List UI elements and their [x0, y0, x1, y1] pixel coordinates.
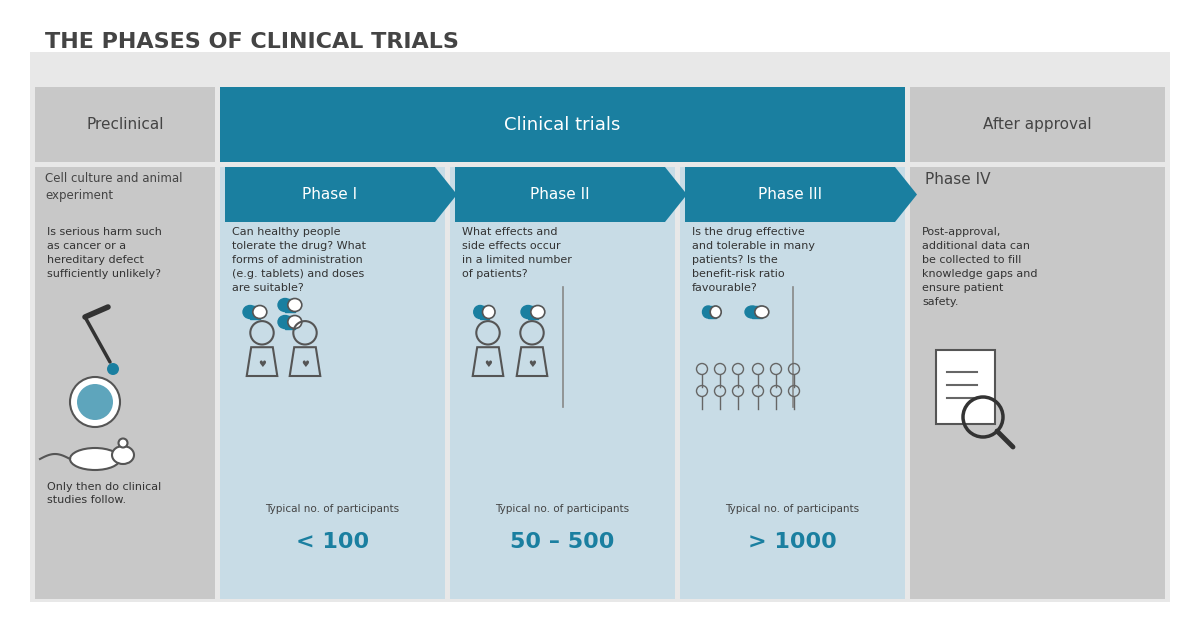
- Text: ♥: ♥: [301, 360, 308, 369]
- FancyBboxPatch shape: [910, 167, 1165, 599]
- Ellipse shape: [521, 306, 535, 318]
- Ellipse shape: [702, 306, 714, 318]
- FancyBboxPatch shape: [35, 167, 215, 599]
- Ellipse shape: [253, 306, 266, 318]
- Bar: [286, 315, 295, 329]
- Ellipse shape: [242, 306, 257, 318]
- Text: 50 – 500: 50 – 500: [510, 532, 614, 552]
- Text: Typical no. of participants: Typical no. of participants: [496, 504, 630, 514]
- FancyBboxPatch shape: [220, 167, 445, 599]
- Text: Typical no. of participants: Typical no. of participants: [726, 504, 859, 514]
- Polygon shape: [685, 167, 917, 222]
- Text: What effects and
side effects occur
in a limited number
of patients?: What effects and side effects occur in a…: [462, 227, 572, 279]
- Text: ♥: ♥: [258, 360, 266, 369]
- FancyBboxPatch shape: [936, 350, 995, 424]
- Text: Can healthy people
tolerate the drug? What
forms of administration
(e.g. tablets: Can healthy people tolerate the drug? Wh…: [232, 227, 366, 293]
- Ellipse shape: [278, 299, 292, 311]
- Text: Phase II: Phase II: [530, 187, 590, 202]
- Text: Phase IV: Phase IV: [925, 172, 990, 187]
- Text: ♥: ♥: [528, 360, 536, 369]
- Bar: [752, 306, 762, 318]
- Ellipse shape: [710, 306, 721, 318]
- Bar: [708, 306, 715, 318]
- Ellipse shape: [530, 306, 545, 318]
- Text: > 1000: > 1000: [748, 532, 836, 552]
- Text: ♥: ♥: [484, 360, 492, 369]
- Bar: [480, 306, 488, 318]
- Polygon shape: [455, 167, 686, 222]
- FancyBboxPatch shape: [910, 87, 1165, 162]
- Text: Post-approval,
additional data can
be collected to fill
knowledge gaps and
ensur: Post-approval, additional data can be co…: [922, 227, 1038, 307]
- Text: < 100: < 100: [296, 532, 370, 552]
- Polygon shape: [226, 167, 457, 222]
- FancyBboxPatch shape: [450, 167, 674, 599]
- Text: Preclinical: Preclinical: [86, 117, 163, 132]
- Text: Clinical trials: Clinical trials: [504, 115, 620, 134]
- Circle shape: [70, 377, 120, 427]
- Circle shape: [77, 384, 113, 420]
- Ellipse shape: [474, 306, 486, 318]
- Text: Phase III: Phase III: [758, 187, 822, 202]
- Ellipse shape: [70, 448, 120, 470]
- Text: THE PHASES OF CLINICAL TRIALS: THE PHASES OF CLINICAL TRIALS: [46, 32, 458, 52]
- Text: Cell culture and animal
experiment: Cell culture and animal experiment: [46, 172, 182, 202]
- Text: Phase I: Phase I: [302, 187, 358, 202]
- FancyBboxPatch shape: [680, 167, 905, 599]
- FancyBboxPatch shape: [30, 52, 1170, 602]
- Text: After approval: After approval: [983, 117, 1092, 132]
- Ellipse shape: [745, 306, 760, 318]
- Text: Only then do clinical
studies follow.: Only then do clinical studies follow.: [47, 482, 161, 505]
- Bar: [528, 306, 538, 318]
- Ellipse shape: [119, 438, 127, 448]
- Text: Typical no. of participants: Typical no. of participants: [265, 504, 400, 514]
- Ellipse shape: [288, 315, 302, 329]
- Text: Is the drug effective
and tolerable in many
patients? Is the
benefit-risk ratio
: Is the drug effective and tolerable in m…: [692, 227, 815, 293]
- Bar: [286, 299, 295, 311]
- FancyBboxPatch shape: [35, 87, 215, 162]
- Ellipse shape: [288, 299, 302, 311]
- Ellipse shape: [755, 306, 769, 318]
- Ellipse shape: [482, 306, 496, 318]
- FancyBboxPatch shape: [220, 87, 905, 162]
- Text: Is serious harm such
as cancer or a
hereditary defect
sufficiently unlikely?: Is serious harm such as cancer or a here…: [47, 227, 162, 279]
- Ellipse shape: [112, 446, 134, 464]
- Bar: [250, 306, 260, 318]
- Ellipse shape: [278, 315, 292, 329]
- Circle shape: [107, 363, 119, 375]
